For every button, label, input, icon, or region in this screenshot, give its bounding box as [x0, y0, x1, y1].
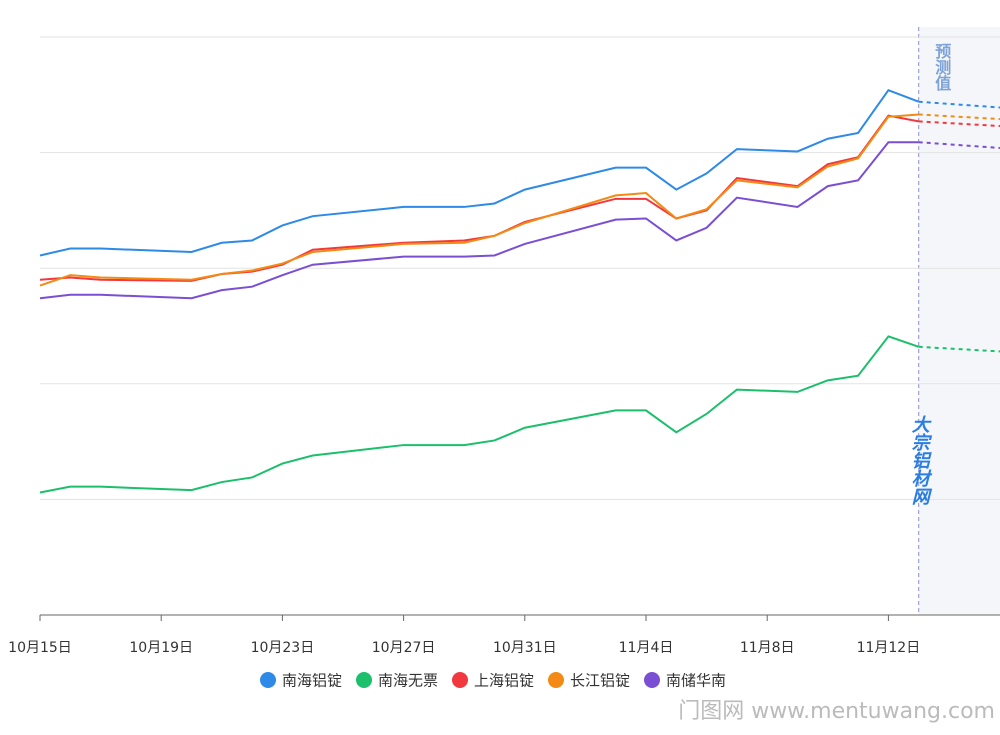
legend-label: 南储华南: [666, 672, 726, 690]
legend-label: 上海铝锭: [474, 672, 534, 690]
x-tick-label: 10月15日: [8, 640, 72, 656]
forecast-line: [918, 345, 1000, 353]
series-line: [39, 88, 920, 257]
legend-swatch: [260, 672, 276, 688]
x-tick-label: 10月27日: [372, 640, 436, 656]
x-tick-label: 11月8日: [740, 640, 795, 656]
legend-label: 南海无票: [378, 672, 438, 690]
legend-swatch: [548, 672, 564, 688]
x-tick-label: 10月19日: [129, 640, 193, 656]
forecast-line: [918, 113, 1000, 121]
source-label: 大宗铝材网: [909, 415, 930, 505]
forecast-label: 预测值: [932, 43, 951, 91]
forecast-line: [918, 100, 1000, 109]
forecast-line: [918, 141, 1000, 149]
series-line: [39, 141, 919, 300]
x-tick-label: 10月23日: [251, 640, 315, 656]
series-line: [39, 335, 920, 494]
series-line: [39, 113, 919, 287]
legend-label: 长江铝锭: [570, 672, 630, 690]
watermark: 门图网 www.mentuwang.com: [678, 699, 995, 724]
forecast-line: [918, 120, 1000, 128]
x-tick-label: 10月31日: [493, 640, 557, 656]
legend-label: 南海铝锭: [282, 672, 342, 690]
forecast-zone: [918, 27, 1000, 615]
legend: 南海铝锭 南海无票 上海铝锭 长江铝锭 南储华南: [260, 672, 726, 690]
x-tick-label: 11月4日: [619, 640, 674, 656]
legend-swatch: [452, 672, 468, 688]
x-tick-label: 11月12日: [857, 640, 921, 656]
legend-swatch: [644, 672, 660, 688]
legend-swatch: [356, 672, 372, 688]
